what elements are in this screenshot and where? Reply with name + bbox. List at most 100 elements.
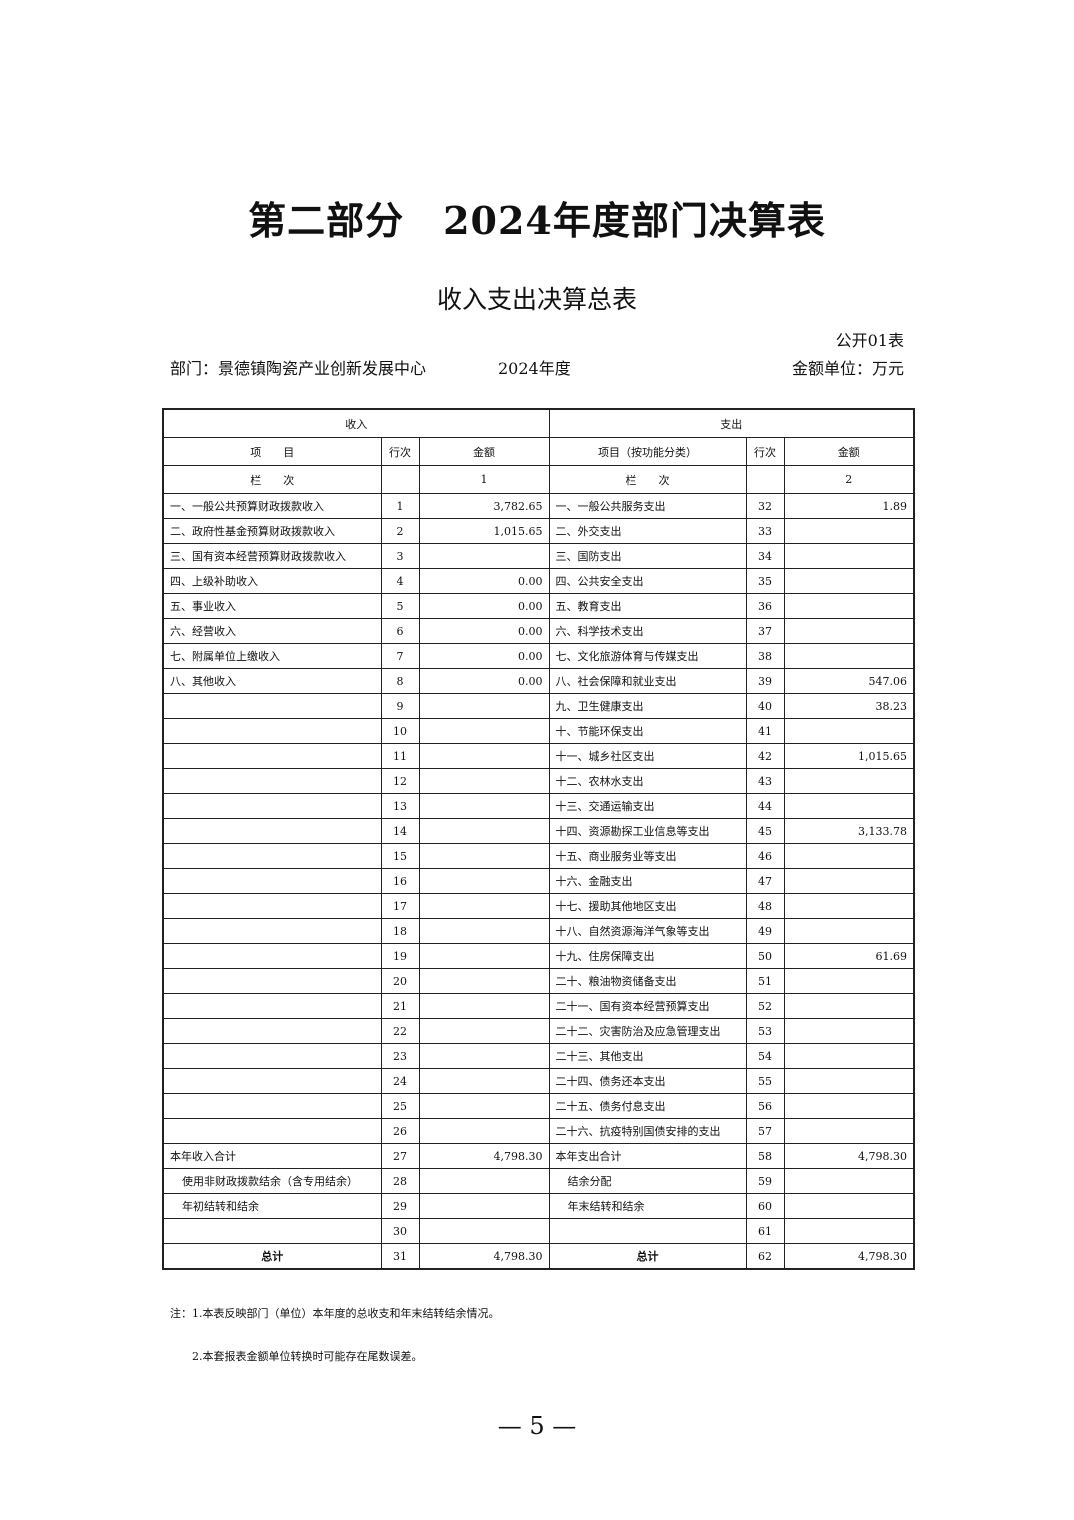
- expense-amount: [783, 643, 915, 669]
- department-label: 部门：景德镇陶瓷产业创新发展中心: [170, 359, 427, 378]
- income-amount: 0.00: [418, 643, 550, 669]
- expense-amount: 38.23: [783, 693, 915, 719]
- income-item: 年初结转和结余: [162, 1193, 382, 1219]
- income-row-no: 9: [380, 693, 420, 719]
- income-row-no: 17: [380, 893, 420, 919]
- expense-row-no: 57: [745, 1118, 785, 1144]
- income-item: 六、经营收入: [162, 618, 382, 644]
- table-row: 15 十五、商业服务业等支出 46: [162, 843, 915, 869]
- income-amount: [418, 1193, 550, 1219]
- expense-amount: [783, 593, 915, 619]
- expense-item: 七、文化旅游体育与传媒支出: [548, 643, 747, 669]
- expense-item: 十六、金融支出: [548, 868, 747, 894]
- table-row: 9 九、卫生健康支出 40 38.23: [162, 693, 915, 719]
- expense-row-no-header: 行次: [745, 437, 785, 466]
- income-item: [162, 943, 382, 969]
- expense-row-no: 33: [745, 518, 785, 544]
- amount-unit: 金额单位：万元: [791, 359, 904, 378]
- expense-item: 二十一、国有资本经营预算支出: [548, 993, 747, 1019]
- table-row: 23 二十三、其他支出 54: [162, 1043, 915, 1069]
- income-row-no: 26: [380, 1118, 420, 1144]
- income-amount: 0.00: [418, 568, 550, 594]
- table-row: 本年收入合计 27 4,798.30 本年支出合计 58 4,798.30: [162, 1143, 915, 1169]
- expense-item: 九、卫生健康支出: [548, 693, 747, 719]
- income-item: [162, 1043, 382, 1069]
- income-row-no: 12: [380, 768, 420, 794]
- income-row-no: 25: [380, 1093, 420, 1119]
- table-row: 五、事业收入 5 0.00 五、教育支出 36: [162, 593, 915, 619]
- expense-item: 三、国防支出: [548, 543, 747, 569]
- table-row: 年初结转和结余 29 年末结转和结余 60: [162, 1193, 915, 1219]
- income-row-no-header: 行次: [380, 437, 420, 466]
- expense-row-no: 56: [745, 1093, 785, 1119]
- table-row: 26 二十六、抗疫特别国债安排的支出 57: [162, 1118, 915, 1144]
- expense-item: 八、社会保障和就业支出: [548, 668, 747, 694]
- income-item: [162, 918, 382, 944]
- income-row-no: 11: [380, 743, 420, 769]
- table-row: 六、经营收入 6 0.00 六、科学技术支出 37: [162, 618, 915, 644]
- expense-item: 二十五、债务付息支出: [548, 1093, 747, 1119]
- income-item-header: 项 目: [162, 437, 382, 466]
- empty-cell: [745, 465, 785, 494]
- budget-summary-table: 收入 支出 项 目 行次 金额 项目（按功能分类） 行次 金额 栏 次 1 栏 …: [162, 408, 916, 1270]
- note-2: 2.本套报表金额单位转换时可能存在尾数误差。: [192, 1350, 423, 1363]
- income-amount: 0.00: [418, 668, 550, 694]
- income-row-no: 3: [380, 543, 420, 569]
- table-row: 13 十三、交通运输支出 44: [162, 793, 915, 819]
- income-row-no: 15: [380, 843, 420, 869]
- income-item: 一、一般公共预算财政拨款收入: [162, 493, 382, 519]
- income-item: [162, 1118, 382, 1144]
- expense-row-no: 32: [745, 493, 785, 519]
- income-item: 五、事业收入: [162, 593, 382, 619]
- expense-row-no: 59: [745, 1168, 785, 1194]
- income-amount: [418, 1168, 550, 1194]
- page-title: 第二部分 2024年度部门决算表: [248, 198, 826, 243]
- expense-item: 六、科学技术支出: [548, 618, 747, 644]
- income-item: [162, 718, 382, 744]
- income-row-no: 23: [380, 1043, 420, 1069]
- expense-item: 二十四、债务还本支出: [548, 1068, 747, 1094]
- table-row: 一、一般公共预算财政拨款收入 1 3,782.65 一、一般公共服务支出 32 1.89: [162, 493, 915, 519]
- income-amount: [418, 1018, 550, 1044]
- income-item: [162, 1018, 382, 1044]
- income-item: [162, 893, 382, 919]
- table-row: 21 二十一、国有资本经营预算支出 52: [162, 993, 915, 1019]
- income-amount: [418, 693, 550, 719]
- expense-amount: [783, 893, 915, 919]
- expense-row-no: 51: [745, 968, 785, 994]
- income-row-no: 19: [380, 943, 420, 969]
- expense-item: 二十二、灾害防治及应急管理支出: [548, 1018, 747, 1044]
- expense-row-no: 62: [745, 1243, 785, 1270]
- income-row-no: 16: [380, 868, 420, 894]
- expense-amount: [783, 568, 915, 594]
- expense-row-no: 60: [745, 1193, 785, 1219]
- expense-amount-header: 金额: [783, 437, 915, 466]
- income-row-no: 29: [380, 1193, 420, 1219]
- expense-amount: [783, 1093, 915, 1119]
- income-item: 八、其他收入: [162, 668, 382, 694]
- income-item: [162, 793, 382, 819]
- income-row-no: 7: [380, 643, 420, 669]
- table-row: 12 十二、农林水支出 43: [162, 768, 915, 794]
- income-item: 二、政府性基金预算财政拨款收入: [162, 518, 382, 544]
- expense-amount: [783, 718, 915, 744]
- expense-item: 年末结转和结余: [548, 1193, 747, 1219]
- expense-header: 支出: [548, 408, 915, 438]
- table-title: 收入支出决算总表: [436, 285, 637, 314]
- table-number: 公开01表: [835, 331, 904, 350]
- income-item: [162, 768, 382, 794]
- table-row: 30 61: [162, 1218, 915, 1244]
- income-item: [162, 1068, 382, 1094]
- income-amount: [418, 743, 550, 769]
- income-row-no: 13: [380, 793, 420, 819]
- expense-amount: [783, 968, 915, 994]
- expense-amount: 4,798.30: [783, 1143, 915, 1169]
- expense-item: 结余分配: [548, 1168, 747, 1194]
- expense-row-no: 45: [745, 818, 785, 844]
- income-item: 使用非财政拨款结余（含专用结余）: [162, 1168, 382, 1194]
- table-row: 11 十一、城乡社区支出 42 1,015.65: [162, 743, 915, 769]
- table-row: 总计 31 4,798.30 总计 62 4,798.30: [162, 1243, 915, 1270]
- expense-item-header: 项目（按功能分类）: [548, 437, 747, 466]
- expense-item: 二十六、抗疫特别国债安排的支出: [548, 1118, 747, 1144]
- income-item: 总计: [162, 1243, 382, 1270]
